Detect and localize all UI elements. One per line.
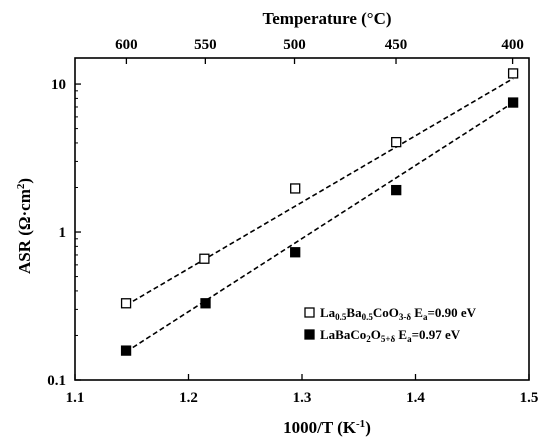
top-axis-title: Temperature (°C): [262, 9, 391, 28]
x-axis-title-sup: -1: [356, 418, 365, 430]
top-tick-label: 550: [194, 37, 217, 53]
data-point-series-0: [199, 253, 210, 264]
data-point-series-1: [507, 97, 519, 108]
y-tick-label: 0.1: [47, 373, 66, 389]
data-point-series-0: [391, 136, 402, 148]
x-tick-label: 1.3: [293, 390, 312, 406]
data-point-series-0: [290, 183, 301, 194]
y-tick-label: 10: [51, 77, 66, 93]
fit-lines: [125, 77, 514, 353]
data-point-series-1: [200, 298, 211, 309]
legend-marker-lbco: [304, 307, 315, 318]
data-point-series-0: [120, 298, 132, 309]
data-point-series-1: [290, 247, 301, 258]
x-axis-title: 1000/T (K-1): [283, 418, 371, 437]
data-point-series-1: [391, 184, 402, 196]
fit-line-1: [125, 101, 514, 353]
data-point-series-1: [120, 345, 132, 356]
x-tick-label: 1.1: [66, 390, 85, 406]
legend: La0.5Ba0.5CoO3-δ Ea=0.90 eV LaBaCo2O5+δ …: [304, 305, 477, 344]
y-axis-title: ASR (Ω·cm2): [15, 178, 34, 274]
top-tick-label: 450: [385, 37, 408, 53]
y-tick-label: 1: [59, 225, 67, 241]
y-axis-title-sup: 2: [15, 183, 27, 189]
y-axis-title-end: ): [15, 178, 34, 184]
x-axis-title-main: 1000/T (K: [283, 418, 357, 437]
fit-line-0: [125, 77, 514, 306]
legend-label-lbco-layered: LaBaCo2O5+δ Ea=0.97 eV: [320, 327, 461, 344]
tick-marks: 1.1 1.2 1.3 1.4 1.5 0.1 1 10 600 550 500 450 400: [47, 37, 538, 406]
x-axis-title-end: ): [365, 418, 371, 437]
x-tick-label: 1.4: [406, 390, 425, 406]
data-points: [120, 68, 519, 356]
legend-label-lbco: La0.5Ba0.5CoO3-δ Ea=0.90 eV: [320, 305, 477, 322]
plot-frame: [74, 57, 530, 381]
legend-marker-lbco-layered: [304, 329, 315, 340]
data-point-series-0: [507, 68, 519, 79]
y-axis-title-main: ASR (Ω·cm: [15, 189, 34, 274]
top-tick-label: 400: [501, 37, 524, 53]
top-tick-label: 600: [115, 37, 138, 53]
top-tick-label: 500: [283, 37, 306, 53]
x-tick-label: 1.5: [520, 390, 539, 406]
x-tick-label: 1.2: [179, 390, 198, 406]
